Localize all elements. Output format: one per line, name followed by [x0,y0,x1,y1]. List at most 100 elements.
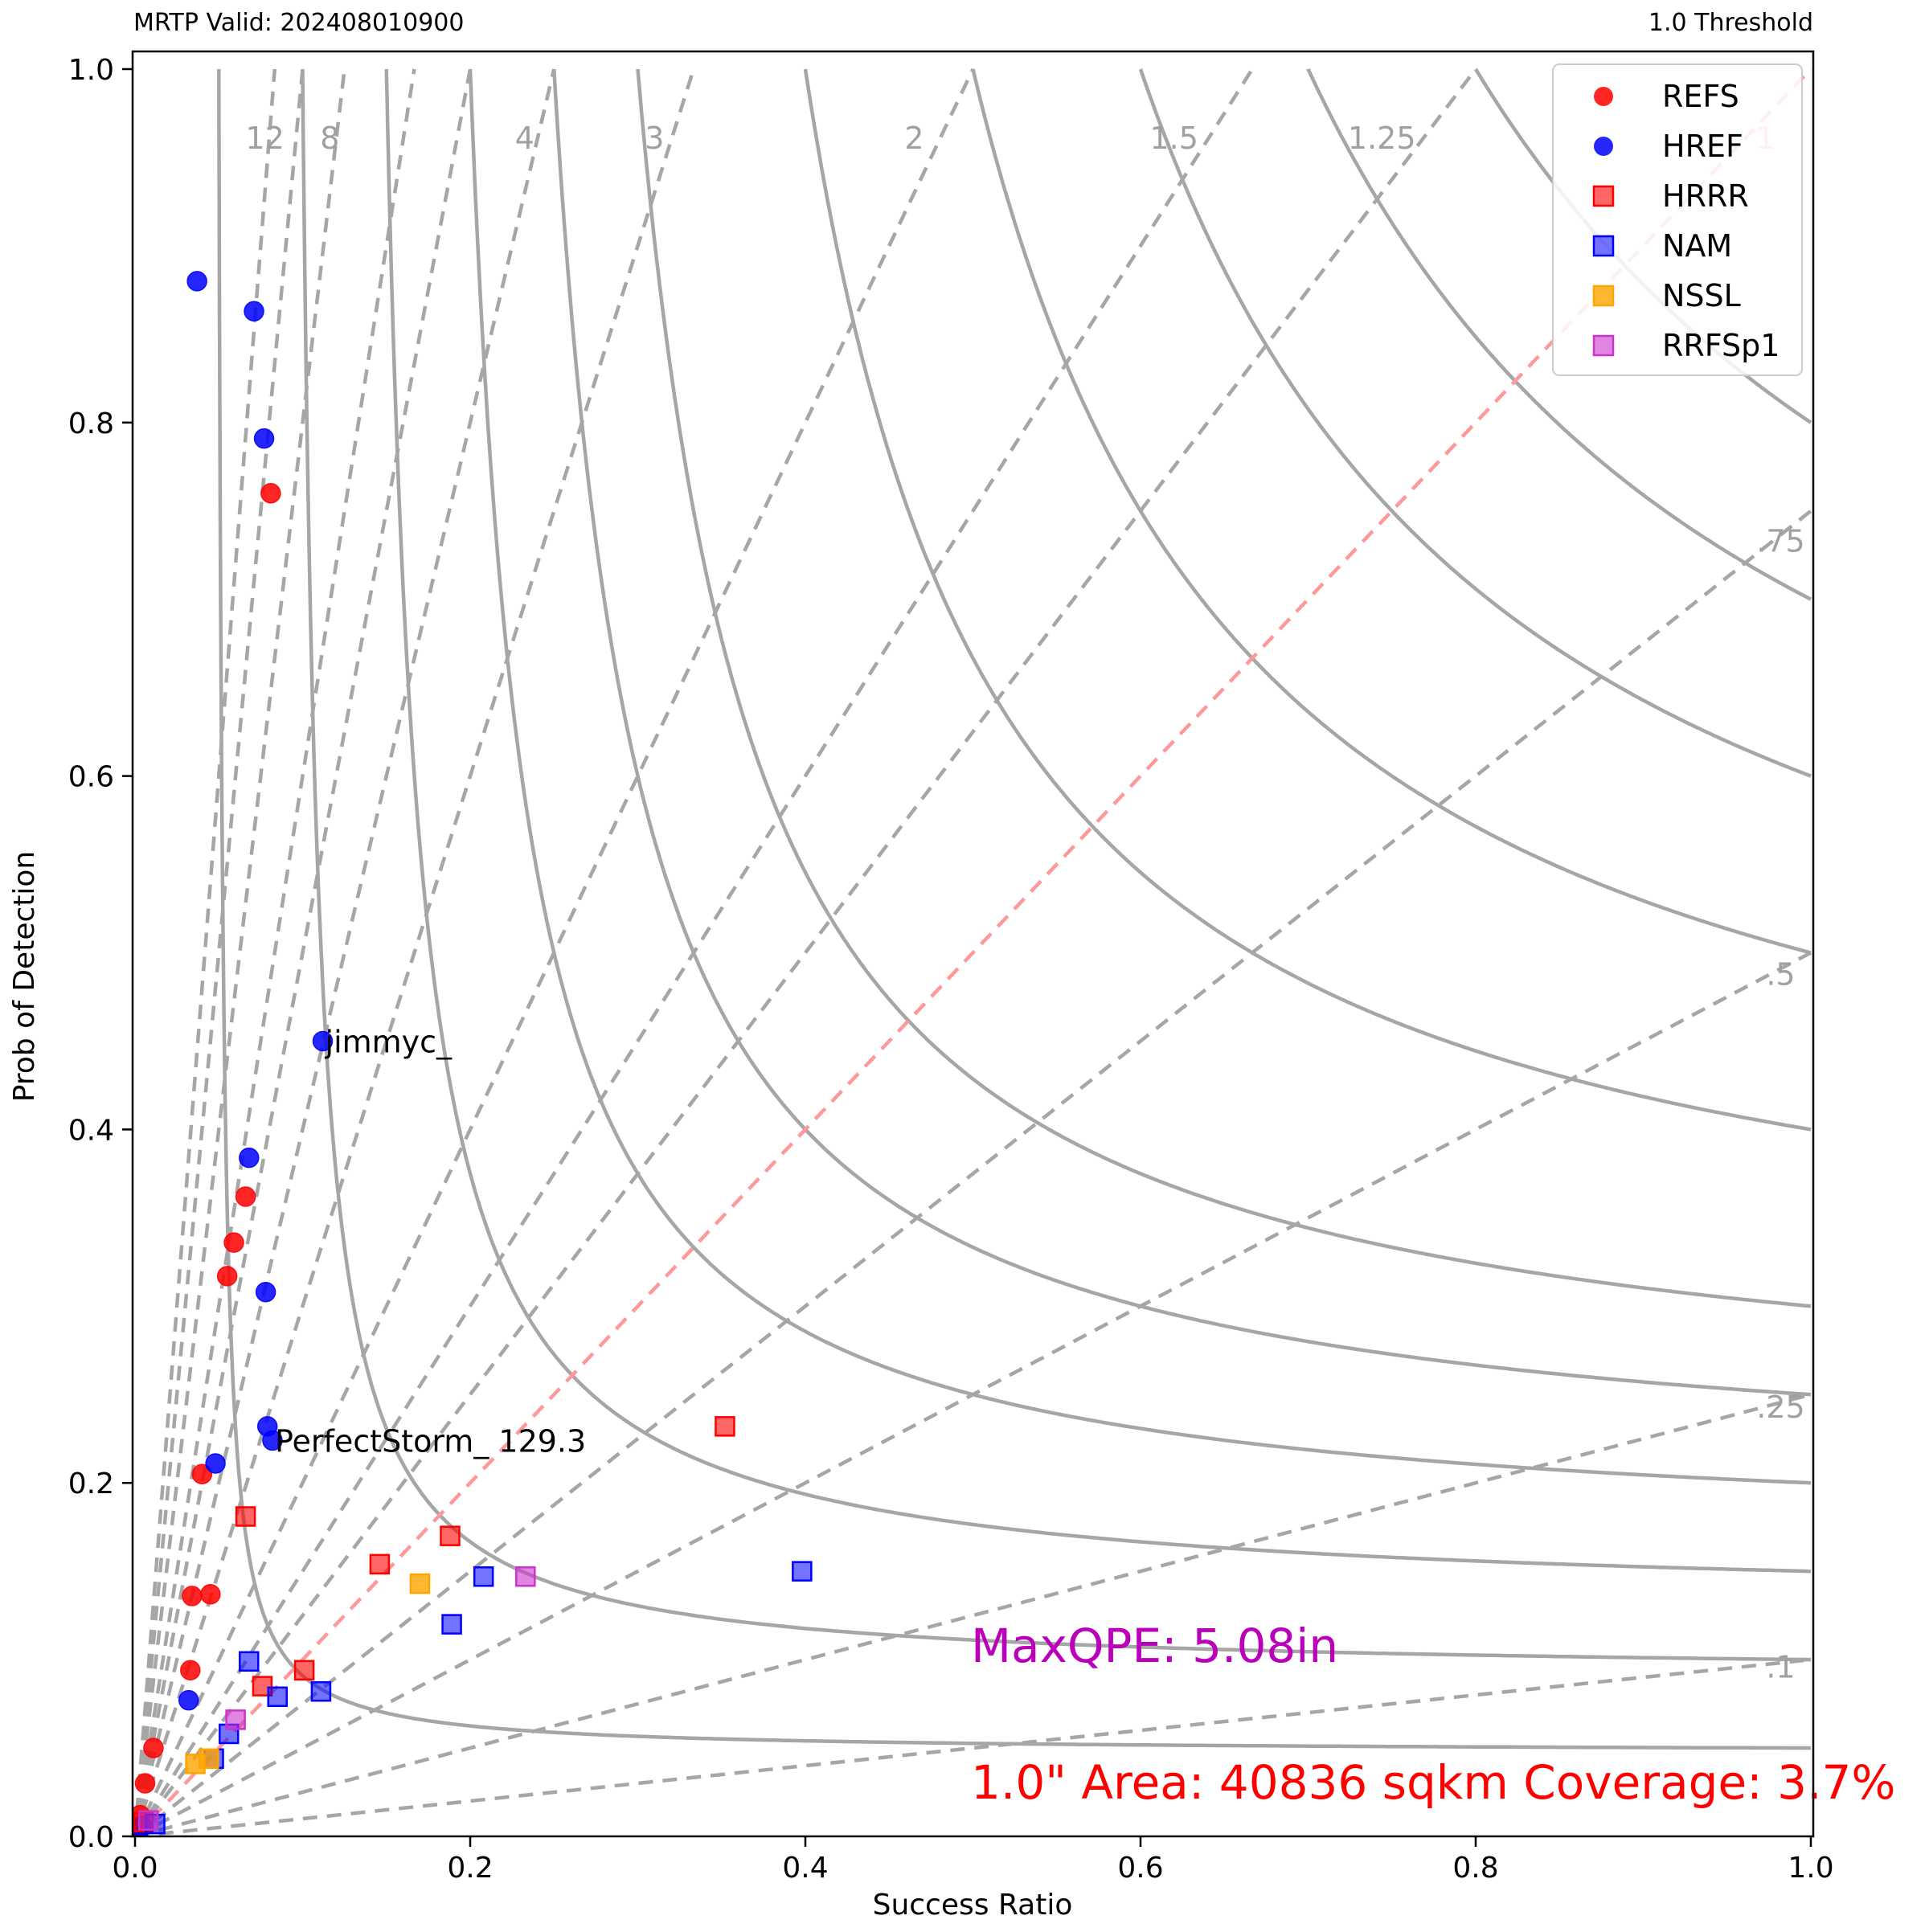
point-nam [267,1686,288,1708]
point-refs [216,1266,238,1287]
legend-label: NSSL [1662,278,1741,313]
point-nam [310,1680,332,1702]
csi-line [217,68,1812,1750]
point-href [239,1147,260,1169]
y-tick-label: 0.0 [68,1821,114,1854]
bias-label: 1.25 [1348,121,1416,156]
bias-label: 3 [645,121,664,156]
x-tick-label: 1.0 [1788,1852,1833,1885]
bias-label: 1.5 [1149,121,1198,156]
maxqpe-note: MaxQPE: 5.08in [971,1619,1338,1673]
point-href [312,1030,334,1052]
x-tick-label: 0.6 [1117,1852,1163,1885]
csi-line [971,68,1812,955]
bias-line [133,951,1812,1836]
point-hrrr [440,1525,461,1546]
bias-label: .1 [1766,1649,1795,1684]
point-href [262,1430,283,1451]
legend: REFS HREF HRRR NAM NSSL RRFSp1 [1552,63,1803,376]
bias-line [133,68,1254,1836]
point-href [205,1453,226,1474]
bias-label: 12 [245,121,284,156]
legend-marker [1592,284,1615,307]
point-nam [239,1651,260,1672]
x-tick-label: 0.8 [1452,1852,1498,1885]
point-annotation: PerfectStorm_ 129.3 [275,1423,586,1459]
bias-line [133,68,1477,1836]
point-refs [260,483,281,504]
bias-label: 4 [515,121,534,156]
legend-marker [1594,87,1613,106]
point-refs [235,1186,256,1207]
point-rrfsp1 [515,1566,536,1587]
point-href [255,1281,276,1303]
legend-label: REFS [1662,79,1739,114]
bias-label: .75 [1756,524,1804,559]
point-refs [200,1583,221,1605]
y-axis-ticks: 0.0 0.2 0.4 0.6 0.8 1.0 [68,54,133,1854]
legend-marker [1592,334,1615,357]
x-axis-label: Success Ratio [873,1889,1073,1922]
x-tick-label: 0.4 [782,1852,828,1885]
header-left-title: MRTP Valid: 202408010900 [133,9,464,37]
y-tick-label: 1.0 [68,54,114,87]
point-annotations: jimmyc_ PerfectStorm_ 129.3 [275,1024,586,1459]
point-nssl [185,1754,206,1774]
point-nam [441,1614,462,1635]
x-axis-ticks: 0.0 0.2 0.4 0.6 0.8 1.0 [112,1836,1834,1885]
bias-line [133,68,1812,1836]
legend-marker [1592,185,1615,207]
point-hrrr [252,1676,273,1697]
csi-line [468,68,1812,1485]
bias-label: .5 [1766,956,1795,992]
point-refs [191,1463,213,1484]
point-refs [223,1232,244,1253]
header-right-title: 1.0 Threshold [1648,9,1813,37]
bias-line [133,68,276,1836]
legend-label: RRFSp1 [1662,328,1780,363]
point-hrrr [715,1416,735,1437]
bias-line [133,68,346,1836]
point-refs [182,1586,203,1607]
point-annotation: jimmyc_ [325,1024,453,1059]
y-tick-label: 0.2 [68,1467,114,1500]
csi-line [803,68,1812,1132]
bias-line [133,68,305,1836]
bias-line [133,68,696,1836]
bias-label: .25 [1756,1390,1804,1425]
data-points [133,271,813,1836]
legend-marker [1594,137,1613,156]
csi-line [552,68,1812,1397]
background-lines [133,68,1812,1836]
point-nam [473,1566,494,1587]
point-refs [134,1773,156,1794]
bias-line [133,509,1812,1836]
y-tick-label: 0.6 [68,761,114,794]
y-tick-label: 0.4 [68,1114,114,1147]
legend-box [1552,63,1803,376]
point-hrrr [235,1506,256,1527]
csi-line [1306,68,1812,601]
bias-line [134,1657,1812,1836]
bias-line [133,68,975,1836]
csi-line [301,68,1812,1662]
legend-marker [1592,235,1615,257]
bias-line [133,68,416,1836]
point-href [178,1689,199,1711]
bias-label: 2 [904,121,924,156]
x-tick-label: 0.0 [112,1852,158,1885]
point-rrfsp1 [137,1810,159,1831]
bias-label: 8 [320,121,339,156]
legend-label: HREF [1662,129,1743,164]
y-tick-label: 0.8 [68,407,114,440]
point-href [244,301,264,322]
point-hrrr [369,1553,391,1575]
point-href [186,271,207,292]
csi-line [384,68,1812,1574]
point-nssl [409,1573,431,1594]
point-hrrr [293,1660,315,1681]
point-href [253,428,275,449]
point-refs [180,1660,201,1681]
legend-label: HRRR [1662,178,1749,214]
